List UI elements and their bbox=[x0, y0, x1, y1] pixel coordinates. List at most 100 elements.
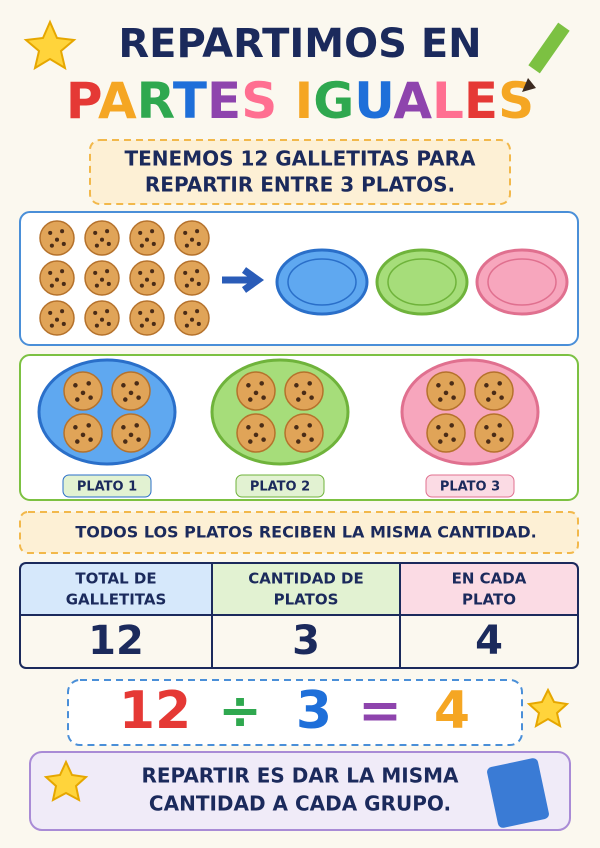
chip bbox=[86, 381, 91, 386]
equation-token: 12 bbox=[119, 681, 191, 741]
plate bbox=[375, 248, 469, 316]
chip bbox=[309, 395, 314, 400]
plate-label-pill bbox=[62, 474, 152, 498]
chip bbox=[196, 241, 201, 246]
plate-inner bbox=[387, 258, 457, 306]
chip bbox=[301, 390, 307, 396]
chip bbox=[184, 283, 189, 288]
chip bbox=[486, 397, 491, 402]
plate bbox=[475, 248, 569, 316]
chip bbox=[75, 439, 80, 444]
chip bbox=[105, 309, 110, 314]
intro-text: TENEMOS 12 GALLETITAS PARA bbox=[124, 147, 476, 171]
chip bbox=[195, 309, 200, 314]
chip bbox=[307, 381, 312, 386]
chip bbox=[54, 277, 60, 282]
chip bbox=[484, 383, 489, 388]
chip bbox=[253, 432, 259, 438]
table-value: 12 bbox=[88, 618, 144, 664]
chip bbox=[497, 423, 502, 428]
chip bbox=[261, 395, 266, 400]
chip bbox=[253, 390, 259, 396]
table-value: 4 bbox=[475, 618, 503, 664]
plate-inner bbox=[487, 258, 557, 306]
chip bbox=[497, 381, 502, 386]
chip bbox=[48, 310, 53, 315]
chip bbox=[121, 383, 126, 388]
chip bbox=[449, 423, 454, 428]
chip bbox=[136, 437, 141, 442]
chip bbox=[106, 281, 111, 286]
chip bbox=[94, 323, 99, 328]
chip bbox=[88, 437, 93, 442]
chip bbox=[99, 237, 105, 242]
chip bbox=[48, 270, 53, 275]
chip bbox=[449, 381, 454, 386]
chip bbox=[61, 241, 66, 246]
chip bbox=[75, 397, 80, 402]
chip bbox=[80, 432, 86, 438]
plate bbox=[400, 358, 540, 466]
plate-label: PLATO 2 bbox=[250, 480, 310, 495]
chip bbox=[93, 230, 98, 235]
chip bbox=[183, 230, 188, 235]
chip bbox=[195, 229, 200, 234]
chip bbox=[61, 321, 66, 326]
chip bbox=[261, 437, 266, 442]
chip bbox=[196, 281, 201, 286]
chip bbox=[484, 425, 489, 430]
chip bbox=[499, 437, 504, 442]
chip bbox=[54, 237, 60, 242]
chip bbox=[248, 439, 253, 444]
equation-token: 3 bbox=[296, 681, 332, 741]
chip bbox=[443, 432, 449, 438]
chip bbox=[438, 439, 443, 444]
chip bbox=[94, 243, 99, 248]
chip bbox=[134, 423, 139, 428]
chip bbox=[486, 439, 491, 444]
footer-text: CANTIDAD A CADA GRUPO. bbox=[149, 792, 451, 816]
chip bbox=[60, 309, 65, 314]
chip bbox=[86, 423, 91, 428]
chip bbox=[296, 397, 301, 402]
header-cell bbox=[20, 563, 212, 615]
chip bbox=[183, 270, 188, 275]
title-line-2: PARTES IGUALES bbox=[66, 72, 534, 130]
chip bbox=[451, 395, 456, 400]
chip bbox=[296, 439, 301, 444]
intro-box bbox=[89, 139, 511, 205]
table-header: PLATO bbox=[462, 591, 516, 609]
header-cell bbox=[400, 563, 578, 615]
chip bbox=[80, 390, 86, 396]
chip bbox=[73, 425, 78, 430]
chip bbox=[128, 432, 134, 438]
chip bbox=[128, 390, 134, 396]
chip bbox=[48, 230, 53, 235]
plate-label: PLATO 1 bbox=[77, 480, 137, 495]
chip bbox=[144, 277, 150, 282]
chip bbox=[150, 269, 155, 274]
chip bbox=[491, 390, 497, 396]
chip bbox=[436, 383, 441, 388]
chip bbox=[248, 397, 253, 402]
chip bbox=[151, 241, 156, 246]
chip bbox=[93, 270, 98, 275]
table-header: GALLETITAS bbox=[66, 591, 167, 609]
chip bbox=[294, 383, 299, 388]
chip bbox=[144, 317, 150, 322]
chip bbox=[150, 229, 155, 234]
chip bbox=[151, 321, 156, 326]
chip bbox=[49, 283, 54, 288]
chip bbox=[139, 323, 144, 328]
chip bbox=[123, 397, 128, 402]
footer-text: REPARTIR ES DAR LA MISMA bbox=[141, 764, 459, 788]
plate bbox=[210, 358, 350, 466]
chip bbox=[189, 317, 195, 322]
chip bbox=[136, 395, 141, 400]
chip bbox=[105, 269, 110, 274]
chip bbox=[491, 432, 497, 438]
equation-box bbox=[67, 679, 523, 746]
chip bbox=[301, 432, 307, 438]
chip bbox=[99, 317, 105, 322]
chip bbox=[307, 423, 312, 428]
